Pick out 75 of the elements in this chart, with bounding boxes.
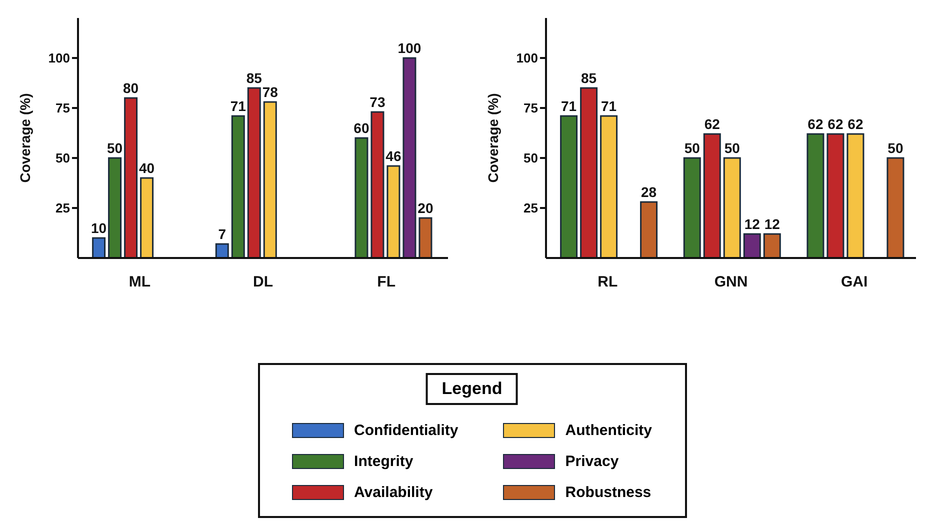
bar	[743, 233, 761, 258]
y-tick-label: 25	[524, 200, 538, 216]
data-label: 85	[581, 70, 597, 86]
y-tick-label: 50	[524, 150, 538, 166]
data-label: 71	[230, 98, 246, 114]
bar	[231, 115, 245, 258]
y-axis-title: Coverage (%)	[16, 93, 33, 183]
data-label: 71	[601, 98, 617, 114]
bar	[560, 115, 578, 258]
data-label: 71	[561, 98, 577, 114]
data-label: 7	[218, 226, 226, 242]
bar	[215, 243, 229, 258]
data-label: 60	[354, 120, 370, 136]
bar	[683, 157, 701, 258]
y-tick-label: 75	[524, 100, 538, 116]
bar	[402, 57, 416, 258]
legend-label: Availability	[354, 484, 433, 501]
y-axis-title: Coverage (%)	[484, 93, 501, 183]
y-tick-label: 100	[48, 50, 70, 66]
x-tick-label: FL	[377, 274, 396, 291]
legend-label: Confidentiality	[354, 422, 458, 439]
y-tick-label: 100	[516, 50, 538, 66]
data-label: 85	[246, 70, 262, 86]
bar	[703, 133, 721, 258]
data-label: 62	[808, 116, 824, 132]
data-label: 10	[91, 220, 107, 236]
data-label: 50	[888, 140, 904, 156]
x-tick-label: ML	[128, 274, 151, 291]
bar	[418, 217, 432, 258]
x-tick-label: DL	[253, 274, 273, 291]
data-label: 40	[139, 160, 155, 176]
bar	[140, 177, 154, 258]
data-label: 62	[848, 116, 864, 132]
x-tick-label: GAI	[840, 274, 868, 291]
data-label: 50	[107, 140, 123, 156]
data-label: 62	[704, 116, 720, 132]
y-tick-label: 75	[56, 100, 70, 116]
y-tick-label: 25	[56, 200, 70, 216]
bar	[108, 157, 122, 258]
data-label: 62	[828, 116, 844, 132]
data-label: 46	[386, 148, 402, 164]
x-tick-label: RL	[598, 274, 618, 291]
bar	[354, 137, 368, 258]
legend-label: Integrity	[354, 453, 414, 470]
bar	[386, 165, 400, 258]
bar	[723, 157, 741, 258]
legend-title: Legend	[426, 373, 518, 405]
data-label: 12	[744, 216, 760, 232]
bar	[806, 133, 824, 258]
legend-label: Privacy	[565, 453, 619, 470]
data-label: 28	[641, 184, 657, 200]
data-label: 100	[398, 40, 422, 56]
y-tick-label: 50	[56, 150, 70, 166]
data-label: 12	[764, 216, 780, 232]
bar	[247, 87, 261, 258]
legend-label: Authenticity	[565, 422, 652, 439]
data-label: 20	[418, 200, 434, 216]
data-label: 78	[262, 84, 278, 100]
legend-label: Robustness	[565, 484, 652, 501]
bar	[826, 133, 844, 258]
bar	[580, 87, 598, 258]
data-label: 50	[684, 140, 700, 156]
bar	[886, 157, 904, 258]
data-label: 80	[123, 80, 139, 96]
bar	[640, 201, 658, 258]
bar	[92, 237, 106, 258]
bar	[370, 111, 384, 258]
data-label: 50	[724, 140, 740, 156]
bar	[263, 101, 277, 258]
data-label: 73	[370, 94, 386, 110]
bar	[124, 97, 138, 258]
bar	[763, 233, 781, 258]
x-tick-label: GNN	[714, 274, 748, 291]
bar	[846, 133, 864, 258]
bar	[600, 115, 618, 258]
